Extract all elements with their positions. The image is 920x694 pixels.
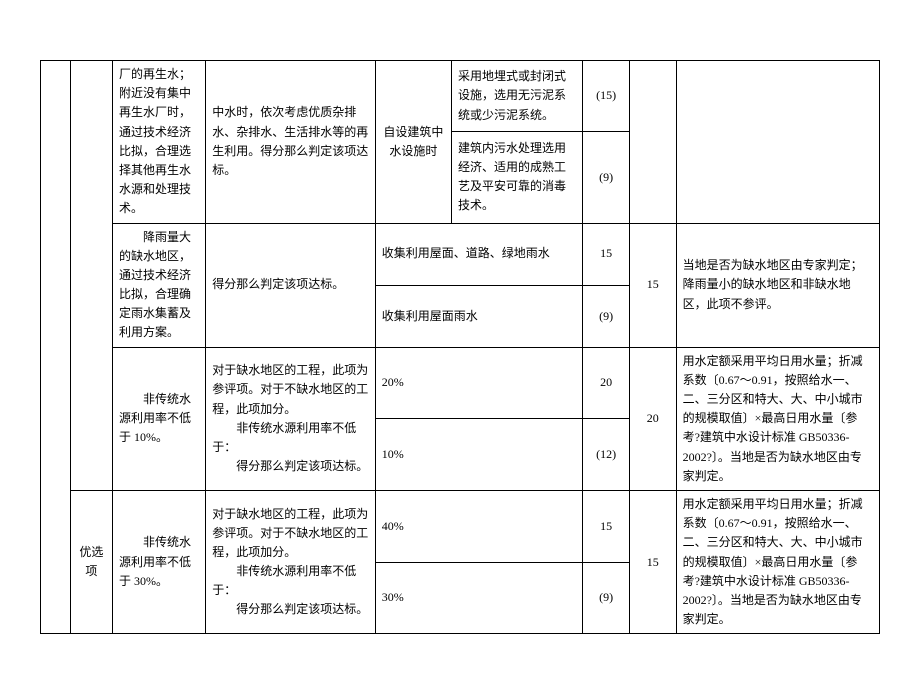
cell-r2-c7b: (9) [583,285,630,347]
cell-r2-c3: 降雨量大的缺水地区，通过技术经济比拟，合理确定雨水集蓄及利用方案。 [113,223,206,347]
cell-r4-c56b: 30% [375,562,583,634]
evaluation-table: 厂的再生水；附近没有集中再生水厂时，通过技术经济比拟，合理选择其他再生水水源和处… [40,60,880,634]
table-row: 降雨量大的缺水地区，通过技术经济比拟，合理确定雨水集蓄及利用方案。 得分那么判定… [41,223,880,285]
cell-r1-c9 [676,61,879,224]
table-row: 非传统水源利用率不低于 10%。 对于缺水地区的工程，此项为参评项。对于不缺水地… [41,347,880,419]
cell-r1-c6a: 采用地埋式或封闭式设施，选用无污泥系统或少污泥系统。 [452,61,583,132]
cell-r3-c9: 用水定额采用平均日用水量；折减系数〔0.67～0.91，按照给水一、二、三分区和… [676,347,879,490]
table-row: 优选项 非传统水源利用率不低于 30%。 对于缺水地区的工程，此项为参评项。对于… [41,490,880,562]
cell-blank-c1 [41,61,71,634]
cell-r2-c9: 当地是否为缺水地区由专家判定；降雨量小的缺水地区和非缺水地区，此项不参评。 [676,223,879,347]
cell-r2-c4: 得分那么判定该项达标。 [206,223,376,347]
cell-r3-c7b: (12) [583,419,630,491]
cell-r3-c56b: 10% [375,419,583,491]
cell-r3-c4-l2: 非传统水源利用率不低于： [212,421,356,454]
cell-r1-c4: 中水时，依次考虑优质杂排水、杂排水、生活排水等的再生利用。得分那么判定该项达标。 [206,61,376,224]
cell-r3-c4-l1: 对于缺水地区的工程，此项为参评项。对于不缺水地区的工程，此项加分。 [212,363,368,415]
cell-r4-c7b: (9) [583,562,630,634]
cell-r1-c7b: (9) [583,132,630,224]
cell-r3-c7a: 20 [583,347,630,419]
cell-r1-c6b: 建筑内污水处理选用经济、适用的成熟工艺及平安可靠的消毒技术。 [452,132,583,224]
cell-r4-c2: 优选项 [70,490,112,633]
cell-r3-c8: 20 [629,347,676,490]
cell-r1-c8 [629,61,676,224]
cell-blank-c2 [70,61,112,491]
cell-r1-c3: 厂的再生水；附近没有集中再生水厂时，通过技术经济比拟，合理选择其他再生水水源和处… [113,61,206,224]
cell-r4-c7a: 15 [583,490,630,562]
cell-r3-c4-l3: 得分那么判定该项达标。 [212,459,368,473]
cell-r4-c8: 15 [629,490,676,633]
cell-r2-c56a: 收集利用屋面、道路、绿地雨水 [375,223,583,285]
cell-r4-c4-l2: 非传统水源利用率不低于： [212,564,356,597]
cell-r4-c4-l1: 对于缺水地区的工程，此项为参评项。对于不缺水地区的工程，此项加分。 [212,507,368,559]
cell-r4-c56a: 40% [375,490,583,562]
cell-r4-c4: 对于缺水地区的工程，此项为参评项。对于不缺水地区的工程，此项加分。 非传统水源利… [206,490,376,633]
cell-r3-c4: 对于缺水地区的工程，此项为参评项。对于不缺水地区的工程，此项加分。 非传统水源利… [206,347,376,490]
cell-r3-c56a: 20% [375,347,583,419]
cell-r2-c7a: 15 [583,223,630,285]
cell-r1-c7a: (15) [583,61,630,132]
cell-r2-c8: 15 [629,223,676,347]
table-row: 厂的再生水；附近没有集中再生水厂时，通过技术经济比拟，合理选择其他再生水水源和处… [41,61,880,132]
cell-r4-c3: 非传统水源利用率不低于 30%。 [113,490,206,633]
cell-r4-c9: 用水定额采用平均日用水量；折减系数〔0.67～0.91，按照给水一、二、三分区和… [676,490,879,633]
cell-r4-c4-l3: 得分那么判定该项达标。 [212,602,368,616]
cell-r3-c3: 非传统水源利用率不低于 10%。 [113,347,206,490]
cell-r1-c5: 自设建筑中水设施时 [375,61,451,224]
cell-r2-c56b: 收集利用屋面雨水 [375,285,583,347]
